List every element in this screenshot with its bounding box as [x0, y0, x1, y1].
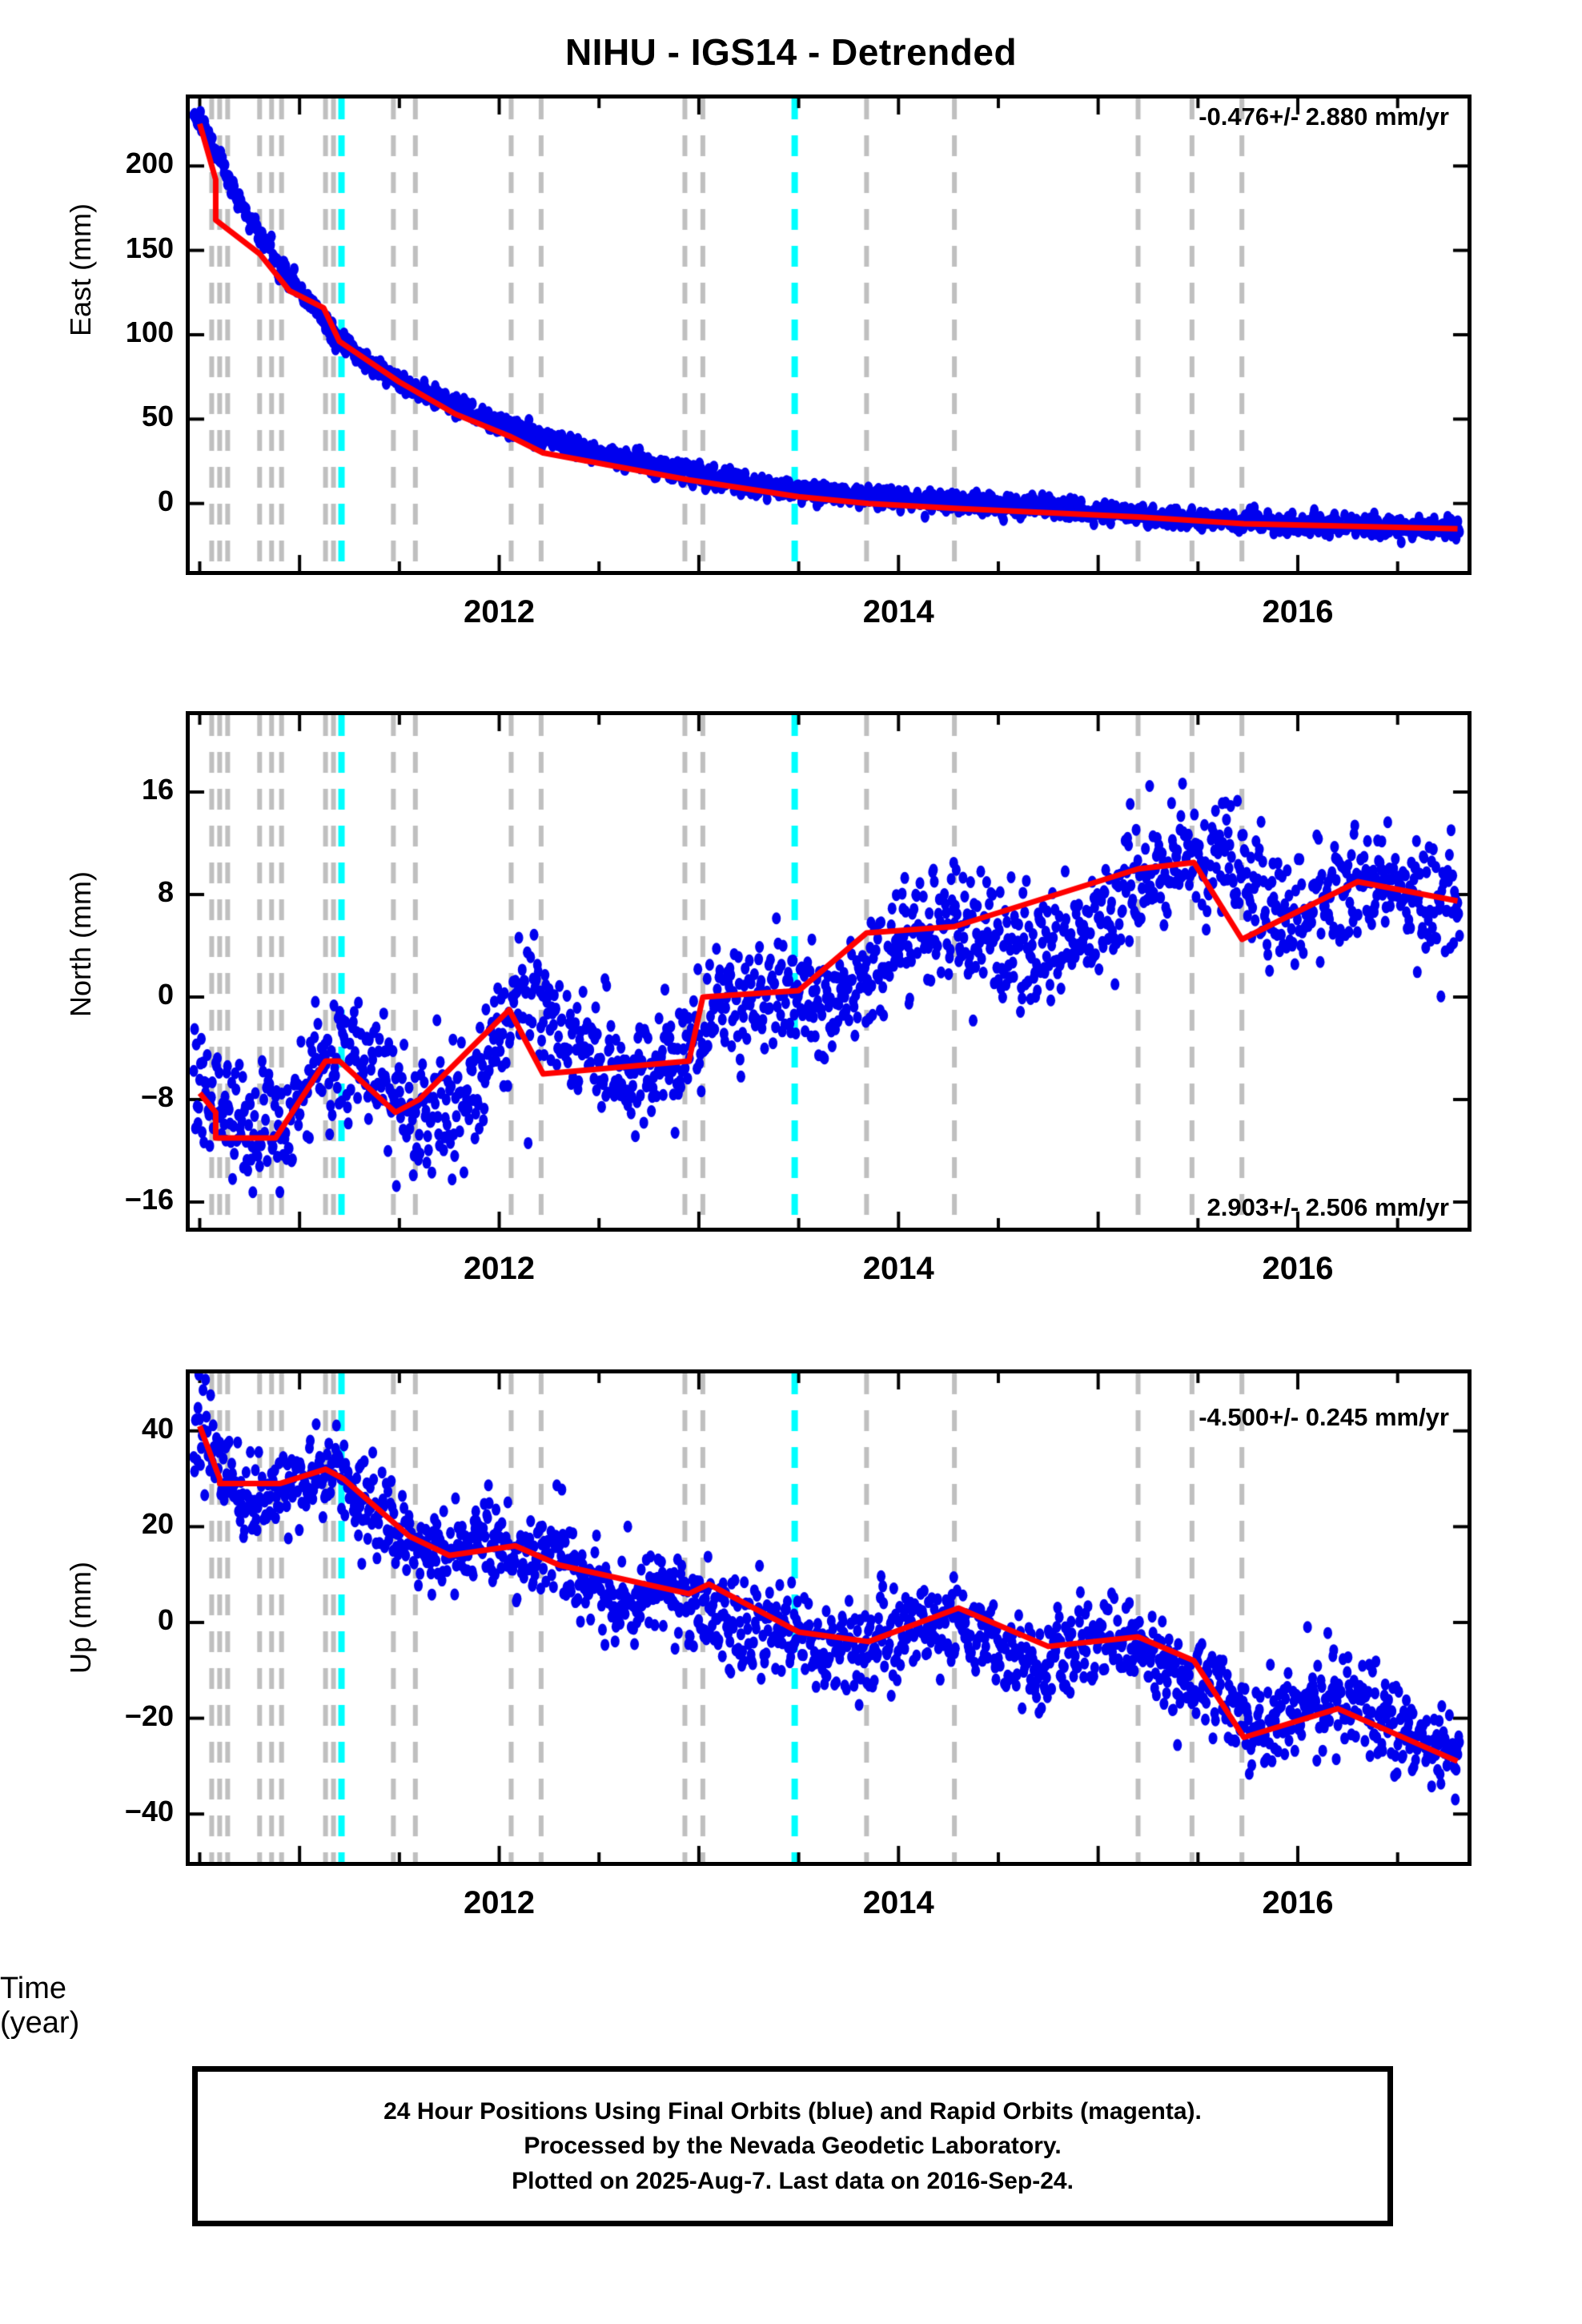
- y-tick-label: 40: [141, 1411, 174, 1445]
- plot-area-up[interactable]: [186, 1369, 1472, 1866]
- plot-area-east[interactable]: [186, 94, 1472, 575]
- y-tick-label: 20: [141, 1507, 174, 1541]
- y-tick-label: 0: [157, 978, 174, 1011]
- footer-line-1: 24 Hour Positions Using Final Orbits (bl…: [383, 2097, 1202, 2125]
- x-tick-label: 2014: [862, 594, 934, 629]
- footer-line-3: Plotted on 2025-Aug-7. Last data on 2016…: [512, 2167, 1074, 2194]
- y-tick-label: 200: [125, 147, 174, 180]
- y-tick-label: 16: [141, 773, 174, 806]
- x-tick-label: 2014: [862, 1251, 934, 1286]
- chart-canvas-up: [190, 1373, 1468, 1862]
- x-tick-label: 2016: [1262, 1885, 1334, 1920]
- y-tick-label: −40: [124, 1795, 174, 1828]
- x-tick-label: 2016: [1262, 1251, 1334, 1286]
- rate-annotation-east: -0.476+/- 2.880 mm/yr: [1199, 103, 1449, 131]
- plot-area-north[interactable]: [186, 711, 1472, 1232]
- x-tick-label: 2012: [464, 594, 536, 629]
- x-tick-label: 2012: [464, 1251, 536, 1286]
- y-tick-label: 150: [125, 231, 174, 264]
- x-tick-label: 2014: [862, 1885, 934, 1920]
- rate-annotation-up: -4.500+/- 0.245 mm/yr: [1199, 1403, 1449, 1431]
- x-tick-label: 2016: [1262, 594, 1334, 629]
- y-tick-label: −16: [124, 1183, 174, 1216]
- y-tick-label: 0: [157, 484, 174, 517]
- y-tick-label: 50: [141, 400, 174, 433]
- y-tick-label: 8: [157, 875, 174, 908]
- chart-canvas-north: [190, 715, 1468, 1228]
- chart-canvas-east: [190, 99, 1468, 571]
- rate-annotation-north: 2.903+/- 2.506 mm/yr: [1207, 1193, 1449, 1221]
- y-tick-label: 100: [125, 316, 174, 348]
- y-tick-label: 0: [157, 1602, 174, 1636]
- y-tick-label: −8: [140, 1080, 174, 1113]
- x-tick-label: 2012: [464, 1885, 536, 1920]
- page-title: NIHU - IGS14 - Detrended: [564, 31, 1018, 73]
- footer-line-2: Processed by the Nevada Geodetic Laborat…: [524, 2133, 1062, 2160]
- y-tick-label: −20: [124, 1699, 174, 1732]
- footer-info-box: 24 Hour Positions Using Final Orbits (bl…: [192, 2066, 1393, 2226]
